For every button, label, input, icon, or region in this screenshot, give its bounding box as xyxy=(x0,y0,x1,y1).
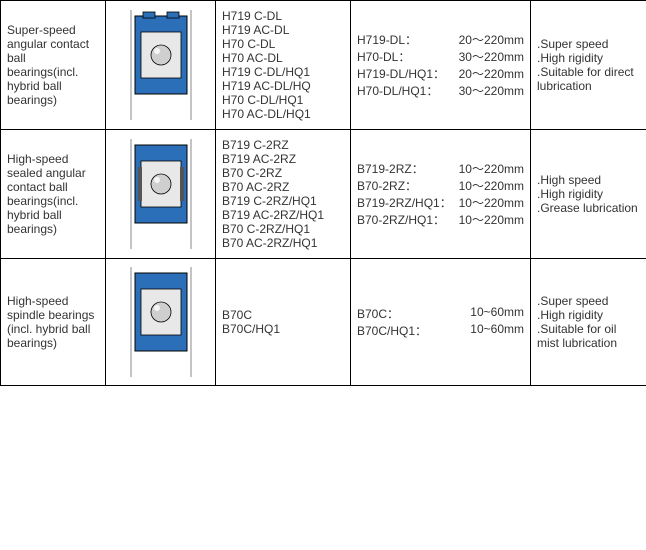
table-row: High-speed sealed angular contact ball b… xyxy=(1,130,646,259)
feature-line: .High rigidity xyxy=(537,51,640,65)
size-value: 20～220mm xyxy=(459,65,524,82)
size-label: B70C： xyxy=(357,305,447,322)
size-pair: B719-2RZ： 10～220mm xyxy=(357,160,524,177)
size-label: H719-DL/HQ1： xyxy=(357,65,447,82)
sizes-cell: B70C： 10~60mm B70C/HQ1： 10~60mm xyxy=(351,259,531,386)
code-line: H719 C-DL xyxy=(222,9,344,23)
size-pair: H719-DL： 20～220mm xyxy=(357,31,524,48)
codes-cell: B719 C-2RZB719 AC-2RZB70 C-2RZB70 AC-2RZ… xyxy=(216,130,351,259)
code-line: H70 C-DL/HQ1 xyxy=(222,93,344,107)
feature-line: .High rigidity xyxy=(537,308,640,322)
description-cell: High-speed spindle bearings (incl. hybri… xyxy=(1,259,106,386)
size-label: H719-DL： xyxy=(357,31,447,48)
description-cell: Super-speed angular contact ball bearing… xyxy=(1,1,106,130)
feature-line: .Suitable for direct lubrication xyxy=(537,65,640,93)
size-pair: B70C： 10~60mm xyxy=(357,305,524,322)
table-row: High-speed spindle bearings (incl. hybri… xyxy=(1,259,646,386)
size-value: 10～220mm xyxy=(459,211,524,228)
codes-cell: B70CB70C/HQ1 xyxy=(216,259,351,386)
codes-cell: H719 C-DLH719 AC-DLH70 C-DLH70 AC-DLH719… xyxy=(216,1,351,130)
feature-line: .Suitable for oil mist lubrication xyxy=(537,322,640,350)
size-value: 10～220mm xyxy=(459,160,524,177)
size-value: 10～220mm xyxy=(459,177,524,194)
size-label: B70-2RZ/HQ1： xyxy=(357,211,447,228)
sizes-cell: B719-2RZ：10～220mmB70-2RZ：10～220mmB719-2R… xyxy=(351,130,531,259)
size-pair: H70-DL/HQ1： 30～220mm xyxy=(357,82,524,99)
feature-line: .High rigidity xyxy=(537,187,640,201)
diagram-cell xyxy=(106,259,216,386)
code-line: B719 AC-2RZ/HQ1 xyxy=(222,208,344,222)
size-label: B719-2RZ： xyxy=(357,160,447,177)
size-pair: H70-DL： 30～220mm xyxy=(357,48,524,65)
bearing-table: Super-speed angular contact ball bearing… xyxy=(0,0,646,386)
code-line: B70C/HQ1 xyxy=(222,322,344,336)
features-cell: .Super speed.High rigidity.Suitable for … xyxy=(531,1,646,130)
size-pair: B70C/HQ1： 10~60mm xyxy=(357,322,524,339)
code-line: B70 C-2RZ xyxy=(222,166,344,180)
size-pair: B719-2RZ/HQ1： 10～220mm xyxy=(357,194,524,211)
code-line: B70 AC-2RZ/HQ1 xyxy=(222,236,344,250)
feature-line: .High speed xyxy=(537,173,640,187)
size-label: B719-2RZ/HQ1： xyxy=(357,194,452,211)
diagram-cell xyxy=(106,1,216,130)
size-value: 10～220mm xyxy=(459,194,524,211)
table-row: Super-speed angular contact ball bearing… xyxy=(1,1,646,130)
code-line: H70 AC-DL xyxy=(222,51,344,65)
size-value: 30～220mm xyxy=(459,82,524,99)
features-cell: .High speed.High rigidity.Grease lubrica… xyxy=(531,130,646,259)
code-line: B719 C-2RZ xyxy=(222,138,344,152)
code-line: H719 C-DL/HQ1 xyxy=(222,65,344,79)
size-value: 10~60mm xyxy=(470,305,524,322)
code-line: H719 AC-DL/HQ xyxy=(222,79,344,93)
size-label: B70C/HQ1： xyxy=(357,322,447,339)
size-label: B70-2RZ： xyxy=(357,177,447,194)
size-pair: B70-2RZ： 10～220mm xyxy=(357,177,524,194)
code-line: H70 AC-DL/HQ1 xyxy=(222,107,344,121)
size-label: H70-DL/HQ1： xyxy=(357,82,447,99)
size-pair: B70-2RZ/HQ1： 10～220mm xyxy=(357,211,524,228)
code-line: B719 AC-2RZ xyxy=(222,152,344,166)
code-line: B70 AC-2RZ xyxy=(222,180,344,194)
size-value: 10~60mm xyxy=(470,322,524,339)
code-line: B70C xyxy=(222,308,344,322)
features-cell: .Super speed.High rigidity.Suitable for … xyxy=(531,259,646,386)
size-label: H70-DL： xyxy=(357,48,447,65)
feature-line: .Grease lubrication xyxy=(537,201,640,215)
size-value: 20～220mm xyxy=(459,31,524,48)
code-line: H70 C-DL xyxy=(222,37,344,51)
description-cell: High-speed sealed angular contact ball b… xyxy=(1,130,106,259)
size-pair: H719-DL/HQ1： 20～220mm xyxy=(357,65,524,82)
code-line: H719 AC-DL xyxy=(222,23,344,37)
feature-line: .Super speed xyxy=(537,37,640,51)
code-line: B70 C-2RZ/HQ1 xyxy=(222,222,344,236)
feature-line: .Super speed xyxy=(537,294,640,308)
code-line: B719 C-2RZ/HQ1 xyxy=(222,194,344,208)
diagram-cell xyxy=(106,130,216,259)
sizes-cell: H719-DL：20～220mmH70-DL：30～220mmH719-DL/H… xyxy=(351,1,531,130)
size-value: 30～220mm xyxy=(459,48,524,65)
